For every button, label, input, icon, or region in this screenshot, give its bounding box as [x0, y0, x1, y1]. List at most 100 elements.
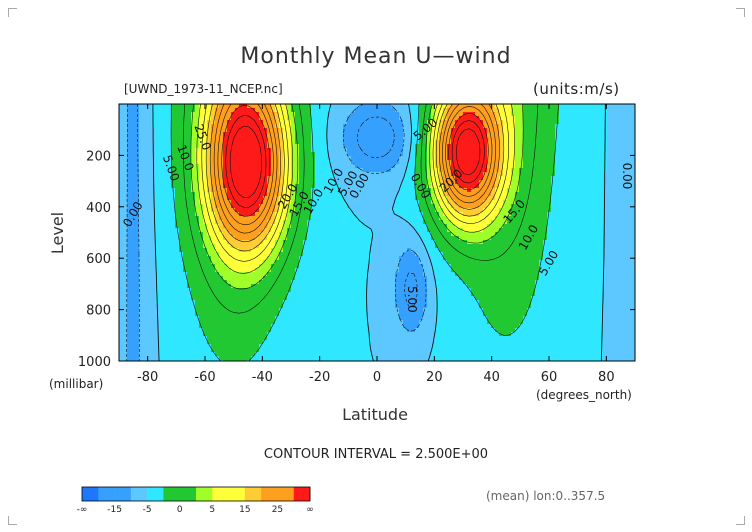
field-cell	[211, 232, 216, 237]
field-cell	[219, 148, 224, 153]
field-cell	[363, 128, 368, 133]
field-cell	[259, 268, 264, 273]
field-cell	[323, 348, 328, 353]
field-cell	[303, 276, 308, 281]
field-cell	[135, 212, 140, 217]
field-cell	[311, 248, 316, 253]
field-cell	[299, 188, 304, 193]
field-cell	[295, 256, 300, 261]
field-cell	[223, 312, 228, 317]
field-cell	[195, 220, 200, 225]
field-cell	[259, 260, 264, 265]
field-cell	[387, 200, 392, 205]
field-cell	[191, 316, 196, 321]
field-cell	[331, 208, 336, 213]
field-cell	[347, 268, 352, 273]
field-cell	[343, 328, 348, 333]
field-cell	[167, 116, 172, 121]
field-cell	[307, 232, 312, 237]
field-cell	[395, 276, 400, 281]
field-cell	[359, 216, 364, 221]
field-cell	[275, 312, 280, 317]
field-cell	[259, 224, 264, 229]
field-cell	[203, 120, 208, 125]
field-cell	[219, 232, 224, 237]
field-cell	[375, 212, 380, 217]
field-cell	[399, 128, 404, 133]
field-cell	[199, 344, 204, 349]
field-cell	[127, 212, 132, 217]
field-cell	[299, 160, 304, 165]
field-cell	[123, 220, 128, 225]
field-cell	[235, 124, 240, 129]
field-cell	[207, 292, 212, 297]
field-cell	[295, 344, 300, 349]
field-cell	[327, 320, 332, 325]
field-cell	[159, 120, 164, 125]
field-cell	[295, 156, 300, 161]
field-cell	[307, 304, 312, 309]
field-cell	[191, 136, 196, 141]
field-cell	[239, 236, 244, 241]
field-cell	[139, 264, 144, 269]
field-cell	[259, 328, 264, 333]
field-cell	[395, 128, 400, 133]
field-cell	[175, 168, 180, 173]
field-cell	[215, 332, 220, 337]
field-cell	[363, 268, 368, 273]
field-cell	[227, 256, 232, 261]
field-cell	[131, 356, 136, 361]
field-cell	[199, 272, 204, 277]
field-cell	[159, 164, 164, 169]
field-cell	[387, 208, 392, 213]
field-cell	[163, 140, 168, 145]
field-cell	[231, 116, 236, 121]
field-cell	[383, 216, 388, 221]
field-cell	[207, 256, 212, 261]
field-cell	[211, 132, 216, 137]
field-cell	[347, 128, 352, 133]
field-cell	[279, 300, 284, 305]
field-cell	[387, 324, 392, 329]
field-cell	[371, 332, 376, 337]
field-cell	[143, 108, 148, 113]
field-cell	[403, 288, 408, 293]
field-cell	[387, 212, 392, 217]
field-cell	[303, 236, 308, 241]
field-cell	[403, 108, 408, 113]
field-cell	[383, 344, 388, 349]
field-cell	[155, 184, 160, 189]
field-cell	[211, 196, 216, 201]
field-cell	[363, 356, 368, 361]
field-cell	[371, 212, 376, 217]
field-cell	[247, 328, 252, 333]
field-cell	[215, 216, 220, 221]
field-cell	[355, 168, 360, 173]
field-cell	[135, 268, 140, 273]
field-cell	[127, 220, 132, 225]
field-cell	[135, 232, 140, 237]
field-cell	[339, 232, 344, 237]
field-cell	[195, 280, 200, 285]
field-cell	[275, 268, 280, 273]
field-cell	[387, 148, 392, 153]
field-cell	[299, 124, 304, 129]
field-cell	[135, 116, 140, 121]
field-cell	[203, 208, 208, 213]
field-cell	[275, 336, 280, 341]
field-cell	[227, 272, 232, 277]
field-cell	[255, 268, 260, 273]
field-cell	[131, 232, 136, 237]
field-cell	[159, 128, 164, 133]
field-cell	[223, 352, 228, 357]
field-cell	[231, 188, 236, 193]
field-cell	[307, 168, 312, 173]
field-cell	[199, 288, 204, 293]
field-cell	[355, 252, 360, 257]
field-cell	[211, 264, 216, 269]
field-cell	[159, 316, 164, 321]
field-cell	[303, 240, 308, 245]
field-cell	[347, 104, 352, 109]
field-cell	[215, 212, 220, 217]
field-cell	[351, 212, 356, 217]
